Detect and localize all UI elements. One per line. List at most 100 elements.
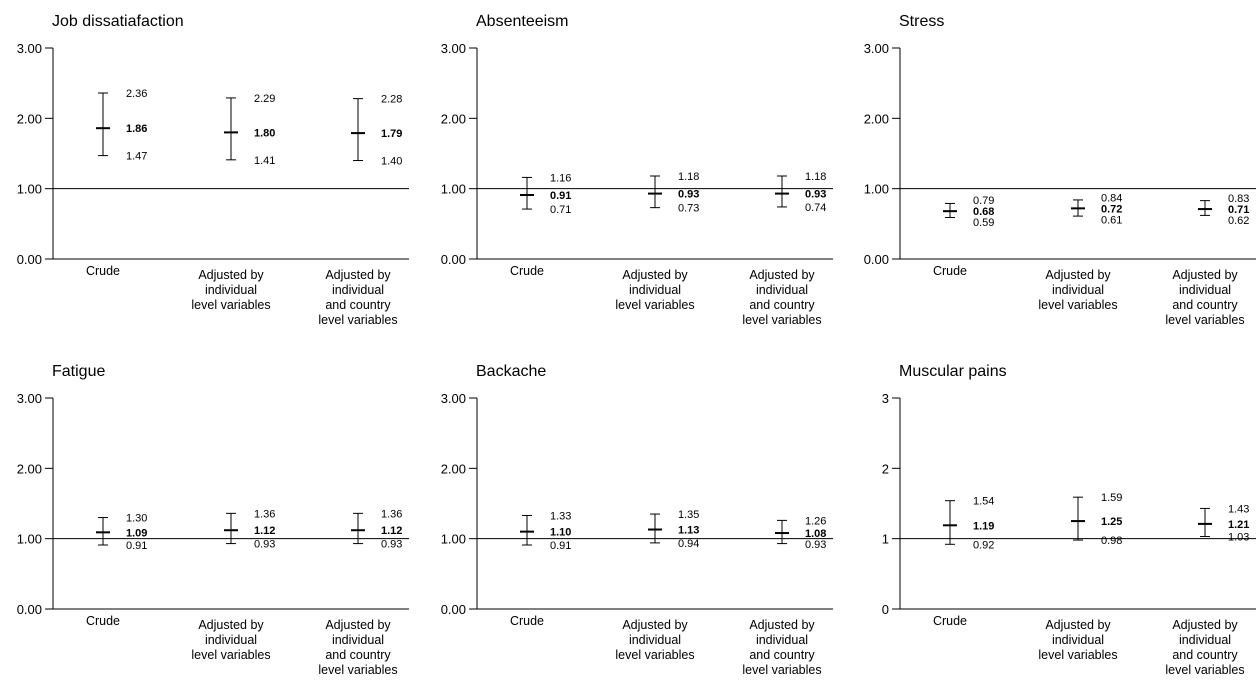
upper-ci-label: 1.36 <box>381 508 402 520</box>
lower-ci-label: 1.41 <box>254 155 275 167</box>
upper-ci-label: 2.36 <box>126 88 147 100</box>
estimate-label: 1.13 <box>678 525 699 537</box>
x-category-label: level variables <box>1165 663 1244 677</box>
x-category-label: individual <box>756 283 808 297</box>
estimate-label: 0.91 <box>550 190 571 202</box>
y-tick-label: 3.00 <box>17 391 42 406</box>
panel-title: Job dissatiafaction <box>52 13 184 30</box>
upper-ci-label: 0.79 <box>973 195 994 207</box>
x-category-label: level variables <box>318 663 397 677</box>
estimate-label: 1.79 <box>381 128 402 140</box>
lower-ci-label: 0.94 <box>678 538 699 550</box>
x-category-label: Adjusted by <box>325 268 391 282</box>
lower-ci-label: 0.62 <box>1228 215 1249 227</box>
x-category-label: level variables <box>615 298 694 312</box>
y-tick-label: 2 <box>882 461 889 476</box>
y-tick-label: 2.00 <box>17 461 42 476</box>
y-tick-label: 0.00 <box>17 252 42 267</box>
x-category-label: individual <box>629 283 681 297</box>
panel-title: Muscular pains <box>899 363 1007 380</box>
upper-ci-label: 1.16 <box>550 172 571 184</box>
y-tick-label: 0.00 <box>17 602 42 617</box>
estimate-label: 0.72 <box>1101 203 1122 215</box>
upper-ci-label: 1.54 <box>973 496 994 508</box>
y-tick-label: 1.00 <box>441 532 466 547</box>
y-tick-label: 1.00 <box>17 182 42 197</box>
lower-ci-label: 0.91 <box>126 540 147 552</box>
y-tick-label: 0.00 <box>441 252 466 267</box>
lower-ci-label: 0.92 <box>973 539 994 551</box>
x-category-label: and country <box>325 298 391 312</box>
estimate-label: 1.80 <box>254 127 275 139</box>
y-tick-label: 0.00 <box>864 252 889 267</box>
estimate-label: 0.68 <box>973 206 994 218</box>
x-category-label: Adjusted by <box>1172 268 1238 282</box>
x-category-label: Crude <box>933 614 967 628</box>
y-tick-label: 1.00 <box>17 532 42 547</box>
upper-ci-label: 1.18 <box>805 171 826 183</box>
x-category-label: level variables <box>1038 648 1117 662</box>
upper-ci-label: 0.83 <box>1228 193 1249 205</box>
x-category-label: individual <box>1052 633 1104 647</box>
y-tick-label: 1 <box>882 532 889 547</box>
lower-ci-label: 0.71 <box>550 204 571 216</box>
x-category-label: and country <box>1172 648 1238 662</box>
y-tick-label: 2.00 <box>441 461 466 476</box>
lower-ci-label: 1.40 <box>381 156 402 168</box>
lower-ci-label: 0.74 <box>805 202 826 214</box>
lower-ci-label: 0.93 <box>254 539 275 551</box>
upper-ci-label: 0.84 <box>1101 192 1122 204</box>
lower-ci-label: 0.93 <box>805 539 826 551</box>
x-category-label: individual <box>756 633 808 647</box>
estimate-label: 1.12 <box>381 525 402 537</box>
estimate-label: 1.09 <box>126 527 147 539</box>
x-category-label: level variables <box>1038 298 1117 312</box>
x-category-label: individual <box>1179 283 1231 297</box>
estimate-label: 1.86 <box>126 123 147 135</box>
x-category-label: Adjusted by <box>198 618 264 632</box>
x-category-label: Adjusted by <box>622 618 688 632</box>
upper-ci-label: 1.36 <box>254 508 275 520</box>
x-category-label: individual <box>205 283 257 297</box>
x-category-label: level variables <box>742 663 821 677</box>
x-category-label: Adjusted by <box>749 618 815 632</box>
x-category-label: and country <box>1172 298 1238 312</box>
estimate-label: 0.71 <box>1228 204 1249 216</box>
y-tick-label: 3.00 <box>441 391 466 406</box>
upper-ci-label: 1.59 <box>1101 492 1122 504</box>
x-category-label: individual <box>205 633 257 647</box>
x-category-label: Crude <box>510 264 544 278</box>
lower-ci-label: 1.03 <box>1228 532 1249 544</box>
panel-title: Fatigue <box>52 363 105 380</box>
upper-ci-label: 1.18 <box>678 171 699 183</box>
x-category-label: individual <box>1052 283 1104 297</box>
upper-ci-label: 2.29 <box>254 93 275 105</box>
y-tick-label: 3.00 <box>864 41 889 56</box>
x-category-label: and country <box>749 298 815 312</box>
y-tick-label: 1.00 <box>864 182 889 197</box>
x-category-label: Adjusted by <box>1045 618 1111 632</box>
x-category-label: level variables <box>318 313 397 327</box>
x-category-label: Crude <box>86 264 120 278</box>
x-category-label: Adjusted by <box>1045 268 1111 282</box>
lower-ci-label: 0.59 <box>973 217 994 229</box>
x-category-label: and country <box>325 648 391 662</box>
y-tick-label: 3.00 <box>17 41 42 56</box>
y-tick-label: 2.00 <box>17 111 42 126</box>
estimate-label: 1.21 <box>1228 519 1249 531</box>
y-tick-label: 0.00 <box>441 602 466 617</box>
x-category-label: Adjusted by <box>622 268 688 282</box>
panel-title: Absenteeism <box>476 13 569 30</box>
lower-ci-label: 0.98 <box>1101 535 1122 547</box>
upper-ci-label: 2.28 <box>381 94 402 106</box>
x-category-label: Adjusted by <box>325 618 391 632</box>
x-category-label: level variables <box>1165 313 1244 327</box>
upper-ci-label: 1.26 <box>805 515 826 527</box>
x-category-label: level variables <box>742 313 821 327</box>
estimate-label: 1.08 <box>805 528 826 540</box>
lower-ci-label: 0.61 <box>1101 214 1122 226</box>
x-category-label: Crude <box>86 614 120 628</box>
x-category-label: and country <box>749 648 815 662</box>
x-category-label: Adjusted by <box>749 268 815 282</box>
